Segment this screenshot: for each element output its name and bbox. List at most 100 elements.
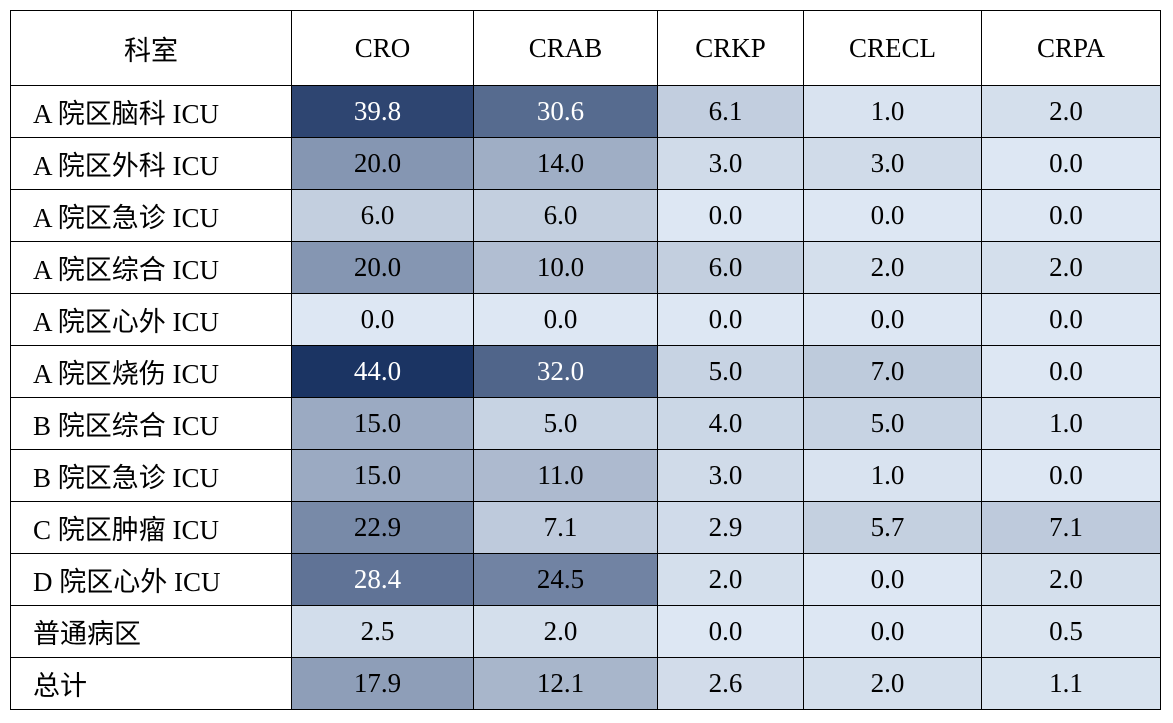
heatmap-cell-crpa: 0.0	[981, 137, 1161, 190]
cell-value-label: 0.0	[870, 200, 905, 230]
cell-value-label: 2.0	[1049, 252, 1083, 282]
cell-value-label: 14.0	[536, 148, 585, 178]
heatmap-cell-crab: 10.0	[473, 241, 658, 294]
heatmap-cell-crecl: 5.7	[803, 501, 982, 554]
cell-value-label: 6.1	[708, 96, 743, 126]
cell-value-label: 3.0	[870, 148, 905, 178]
cell-value-label: 0.0	[1049, 356, 1083, 386]
cell-value-label: 28.4	[353, 564, 402, 594]
table-row: A 院区急诊 ICU 6.0 6.0 0.0 0.0 0.0	[10, 189, 1161, 242]
cell-value-label: 5.0	[543, 408, 578, 438]
cell-value-label: 15.0	[353, 460, 402, 490]
cell-value-label: 2.6	[708, 668, 743, 698]
row-label: C 院区肿瘤 ICU	[10, 501, 292, 554]
heatmap-cell-cro: 44.0	[291, 345, 474, 398]
cell-value-label: 7.1	[543, 512, 578, 542]
table-row: A 院区脑科 ICU 39.8 30.6 6.1 1.0 2.0	[10, 85, 1161, 138]
table-row: A 院区外科 ICU 20.0 14.0 3.0 3.0 0.0	[10, 137, 1161, 190]
heatmap-cell-cro: 17.9	[291, 657, 474, 710]
cell-value-label: 0.0	[1049, 148, 1083, 178]
table-row: A 院区心外 ICU 0.0 0.0 0.0 0.0 0.0	[10, 293, 1161, 346]
cell-value-label: 2.0	[708, 564, 743, 594]
heatmap-cell-crkp: 2.0	[657, 553, 804, 606]
column-header-crab: CRAB	[473, 10, 658, 86]
heatmap-cell-crkp: 6.1	[657, 85, 804, 138]
heatmap-cell-crab: 32.0	[473, 345, 658, 398]
cell-value-label: 1.1	[1049, 668, 1083, 698]
heatmap-cell-crpa: 0.0	[981, 345, 1161, 398]
cell-value-label: 0.0	[1049, 460, 1083, 490]
table-row: D 院区心外 ICU 28.4 24.5 2.0 0.0 2.0	[10, 553, 1161, 606]
cell-value-label: 0.0	[870, 564, 905, 594]
cell-value-label: 2.0	[1049, 564, 1083, 594]
heatmap-cell-cro: 6.0	[291, 189, 474, 242]
heatmap-cell-crab: 12.1	[473, 657, 658, 710]
cell-value-label: 20.0	[353, 148, 402, 178]
heatmap-cell-crpa: 0.0	[981, 189, 1161, 242]
cell-value-label: 6.0	[543, 200, 578, 230]
cell-value-label: 44.0	[353, 356, 402, 386]
heatmap-cell-crecl: 2.0	[803, 241, 982, 294]
cell-value-label: 3.0	[708, 148, 743, 178]
heatmap-cell-crpa: 0.0	[981, 293, 1161, 346]
heatmap-cell-crab: 30.6	[473, 85, 658, 138]
heatmap-cell-cro: 39.8	[291, 85, 474, 138]
table-row: C 院区肿瘤 ICU 22.9 7.1 2.9 5.7 7.1	[10, 501, 1161, 554]
row-label: A 院区急诊 ICU	[10, 189, 292, 242]
cell-value-label: 0.5	[1049, 616, 1083, 646]
cell-value-label: 17.9	[353, 668, 402, 698]
cell-value-label: 5.7	[870, 512, 905, 542]
cell-value-label: 0.0	[708, 304, 743, 334]
cell-value-label: 2.5	[360, 616, 395, 646]
cell-value-label: 6.0	[360, 200, 395, 230]
row-label: B 院区综合 ICU	[10, 397, 292, 450]
cell-value-label: 10.0	[536, 252, 585, 282]
cell-value-label: 0.0	[870, 616, 905, 646]
heatmap-cell-crab: 7.1	[473, 501, 658, 554]
table-row: 总计 17.9 12.1 2.6 2.0 1.1	[10, 657, 1161, 710]
cell-value-label: 5.0	[870, 408, 905, 438]
heatmap-cell-crab: 6.0	[473, 189, 658, 242]
heatmap-cell-cro: 28.4	[291, 553, 474, 606]
table-row: B 院区急诊 ICU 15.0 11.0 3.0 1.0 0.0	[10, 449, 1161, 502]
cell-value-label: 2.0	[870, 668, 905, 698]
cell-value-label: 0.0	[543, 304, 578, 334]
header-row: 科室 CRO CRAB CRKP CRECL CRPA	[10, 10, 1161, 86]
cell-value-label: 0.0	[708, 200, 743, 230]
heatmap-cell-crecl: 1.0	[803, 85, 982, 138]
cell-value-label: 24.5	[536, 564, 585, 594]
heatmap-cell-crecl: 2.0	[803, 657, 982, 710]
cell-value-label: 30.6	[536, 96, 585, 126]
row-label: A 院区烧伤 ICU	[10, 345, 292, 398]
heatmap-cell-cro: 20.0	[291, 241, 474, 294]
heatmap-cell-crkp: 0.0	[657, 189, 804, 242]
heatmap-cell-crpa: 2.0	[981, 85, 1161, 138]
heatmap-cell-cro: 15.0	[291, 449, 474, 502]
cell-value-label: 1.0	[870, 460, 905, 490]
cell-value-label: 20.0	[353, 252, 402, 282]
row-label: 普通病区	[10, 605, 292, 658]
cell-value-label: 0.0	[870, 304, 905, 334]
heatmap-cell-crkp: 2.6	[657, 657, 804, 710]
heatmap-cell-crkp: 0.0	[657, 605, 804, 658]
corner-header: 科室	[10, 10, 292, 86]
cell-value-label: 12.1	[536, 668, 585, 698]
heatmap-cell-crab: 14.0	[473, 137, 658, 190]
row-label: A 院区心外 ICU	[10, 293, 292, 346]
heatmap-cell-crpa: 7.1	[981, 501, 1161, 554]
heatmap-cell-crkp: 0.0	[657, 293, 804, 346]
table-row: B 院区综合 ICU 15.0 5.0 4.0 5.0 1.0	[10, 397, 1161, 450]
heatmap-cell-crkp: 3.0	[657, 137, 804, 190]
heatmap-cell-crkp: 3.0	[657, 449, 804, 502]
heatmap-cell-crecl: 7.0	[803, 345, 982, 398]
heatmap-cell-crpa: 1.1	[981, 657, 1161, 710]
heatmap-cell-crab: 0.0	[473, 293, 658, 346]
cell-value-label: 1.0	[870, 96, 905, 126]
cell-value-label: 32.0	[536, 356, 585, 386]
cell-value-label: 22.9	[353, 512, 402, 542]
cell-value-label: 2.0	[1049, 96, 1083, 126]
cell-value-label: 7.1	[1049, 512, 1083, 542]
heatmap-cell-crecl: 0.0	[803, 293, 982, 346]
heatmap-cell-crab: 5.0	[473, 397, 658, 450]
column-header-crecl: CRECL	[803, 10, 982, 86]
